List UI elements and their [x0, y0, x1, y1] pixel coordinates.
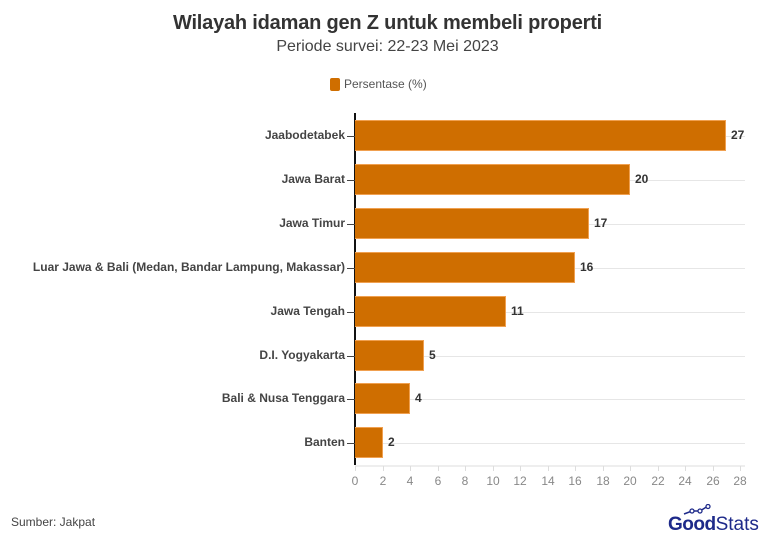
value-label: 16: [580, 260, 594, 274]
x-tick: [740, 466, 741, 471]
x-tick-label: 14: [541, 474, 555, 488]
category-label: Banten: [304, 435, 345, 449]
category-label: Luar Jawa & Bali (Medan, Bandar Lampung,…: [32, 260, 345, 274]
x-tick: [383, 466, 384, 471]
y-tick: [347, 312, 355, 313]
value-label: 2: [388, 435, 395, 449]
x-tick: [658, 466, 659, 471]
gridline: [355, 399, 745, 400]
legend: Persentase (%): [330, 77, 427, 91]
logo-text-good: Good: [668, 514, 716, 535]
category-label: Jawa Barat: [281, 172, 345, 186]
bar[interactable]: [355, 252, 575, 283]
logo-chart-icon: [683, 504, 711, 515]
category-label: Jawa Tengah: [270, 304, 345, 318]
bar[interactable]: [355, 120, 727, 151]
x-tick-label: 10: [486, 474, 500, 488]
legend-label: Persentase (%): [344, 77, 427, 91]
x-tick: [630, 466, 631, 471]
x-tick: [575, 466, 576, 471]
x-axis-line: [355, 465, 745, 467]
chart-title: Wilayah idaman gen Z untuk membeli prope…: [172, 12, 603, 34]
logo-text-stats: Stats: [715, 514, 759, 535]
x-tick-label: 4: [406, 474, 414, 488]
y-tick: [347, 443, 355, 444]
x-tick-label: 16: [568, 474, 582, 488]
x-tick-label: 28: [733, 474, 747, 488]
category-label: D.I. Yogyakarta: [259, 348, 345, 362]
x-tick-label: 20: [623, 474, 637, 488]
x-tick-label: 6: [434, 474, 442, 488]
value-label: 17: [594, 216, 608, 230]
x-tick: [685, 466, 686, 471]
bar[interactable]: [355, 208, 589, 239]
x-tick-label: 0: [351, 474, 359, 488]
value-label: 20: [635, 172, 649, 186]
x-tick: [713, 466, 714, 471]
x-tick-label: 12: [513, 474, 527, 488]
x-tick: [548, 466, 549, 471]
source-note: Sumber: Jakpat: [11, 515, 96, 529]
value-label: 27: [731, 128, 745, 142]
x-tick-label: 26: [706, 474, 720, 488]
x-tick: [465, 466, 466, 471]
y-tick: [347, 224, 355, 225]
y-tick: [347, 136, 355, 137]
value-label: 5: [429, 348, 436, 362]
goodstats-logo: GoodStats: [668, 504, 759, 536]
legend-swatch: [330, 77, 340, 91]
x-tick-label: 2: [379, 474, 387, 488]
bar[interactable]: [355, 296, 507, 327]
x-tick: [410, 466, 411, 471]
value-label: 11: [511, 304, 524, 318]
bar[interactable]: [355, 340, 424, 371]
gridline: [355, 356, 745, 357]
x-tick: [493, 466, 494, 471]
x-tick: [520, 466, 521, 471]
x-tick-label: 18: [596, 474, 610, 488]
x-tick: [355, 466, 356, 471]
y-axis-line: [354, 113, 356, 465]
y-tick: [347, 399, 355, 400]
category-label: Bali & Nusa Tenggara: [221, 391, 345, 405]
bar[interactable]: [355, 383, 410, 414]
x-tick: [603, 466, 604, 471]
x-tick: [438, 466, 439, 471]
gridline: [355, 312, 745, 313]
category-label: Jawa Timur: [279, 216, 345, 230]
x-tick-label: 24: [678, 474, 692, 488]
bar[interactable]: [355, 164, 630, 195]
y-tick: [347, 356, 355, 357]
bar[interactable]: [355, 427, 383, 458]
y-tick: [347, 180, 355, 181]
gridline: [355, 443, 745, 444]
chart-subtitle: Periode survei: 22-23 Mei 2023: [276, 38, 499, 55]
x-tick-label: 22: [651, 474, 665, 488]
y-tick: [347, 268, 355, 269]
value-label: 4: [415, 391, 422, 405]
x-tick-label: 8: [461, 474, 469, 488]
category-label: Jaabodetabek: [264, 128, 345, 142]
